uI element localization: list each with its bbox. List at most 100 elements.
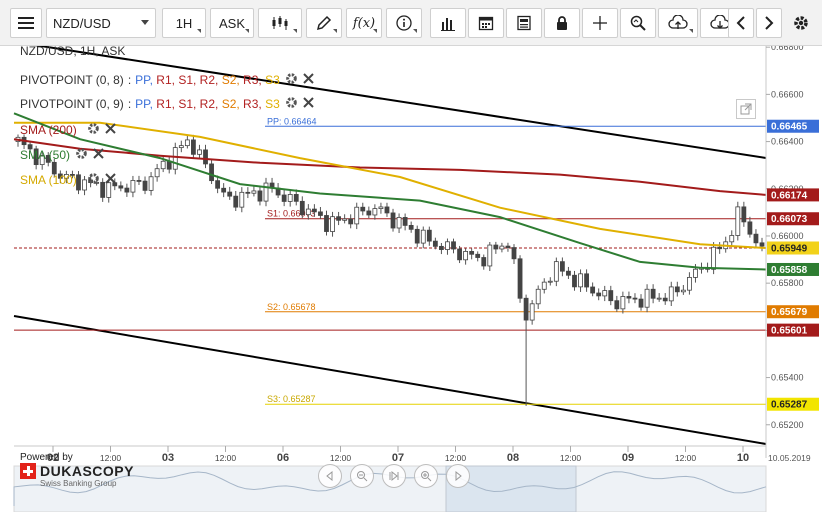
- nav-forward-button[interactable]: [446, 464, 470, 488]
- candle-body: [559, 261, 565, 272]
- price-badge-label: 0.65287: [771, 400, 808, 411]
- legend-sma200: SMA (200): [20, 122, 116, 138]
- candle-body: [451, 241, 456, 250]
- close-icon[interactable]: [303, 73, 314, 87]
- gear-icon[interactable]: [87, 122, 100, 138]
- candle-body: [342, 218, 348, 221]
- candle-body: [529, 303, 535, 321]
- swiss-flag-icon: [20, 463, 36, 479]
- news-icon: [517, 15, 531, 31]
- legend-part-r1: R1,: [156, 97, 179, 111]
- candle-body: [578, 273, 583, 288]
- candle-body: [693, 268, 698, 278]
- legend-pivot2: PIVOTPOINT (0, 9) : PP, R1, S1, R2, S2, …: [20, 96, 314, 112]
- time-tick-label: 12:00: [215, 453, 237, 463]
- candle-body: [523, 297, 529, 321]
- settings-button[interactable]: [786, 8, 816, 38]
- candle-body: [457, 248, 462, 261]
- menu-button[interactable]: [10, 8, 42, 38]
- candle-body: [717, 246, 723, 250]
- triangle-left-icon: [326, 471, 333, 481]
- nav-zoom-in-button[interactable]: [414, 464, 438, 488]
- gear-icon[interactable]: [75, 147, 88, 163]
- candle-body: [245, 191, 251, 194]
- candle-body: [142, 180, 148, 191]
- gear-icon[interactable]: [285, 72, 298, 88]
- zoom-button[interactable]: [620, 8, 656, 38]
- chart-area[interactable]: PP: 0.66464 S1: 0.66073 S2: 0.65678 S3: 0.6…: [0, 44, 822, 512]
- upload-cloud-icon: [668, 15, 688, 29]
- candle-body: [197, 149, 202, 155]
- candle-body: [106, 182, 112, 198]
- candle-body: [239, 191, 245, 208]
- triangle-right-icon: [455, 471, 462, 481]
- nav-back-button[interactable]: [318, 464, 342, 488]
- gear-icon[interactable]: [285, 96, 298, 112]
- dropdown-corner-icon: [689, 29, 693, 33]
- indicators-button[interactable]: f(x): [346, 8, 382, 38]
- chart-nav-controls: [318, 464, 478, 488]
- candle-body: [63, 174, 69, 179]
- price-chart[interactable]: PP: 0.66464 S1: 0.66073 S2: 0.65678 S3: 0.6…: [0, 46, 822, 512]
- candle-body: [100, 181, 106, 198]
- timeframe-label: 1H: [175, 15, 193, 31]
- menu-icon: [18, 17, 34, 29]
- price-badge: [767, 241, 819, 255]
- brand-name: DUKASCOPY: [40, 463, 134, 479]
- lock-button[interactable]: [544, 8, 580, 38]
- candle-body: [76, 174, 81, 191]
- price-badge: [767, 119, 819, 133]
- scroll-left-button[interactable]: [728, 8, 754, 38]
- close-icon[interactable]: [303, 97, 314, 111]
- candle-body: [130, 180, 136, 193]
- legend-sma100-label: SMA (100): [20, 173, 77, 187]
- price-badge: [767, 305, 819, 319]
- candle-body: [354, 206, 360, 225]
- candle-body: [172, 147, 178, 170]
- candle-body: [27, 144, 33, 150]
- close-icon[interactable]: [104, 173, 116, 187]
- time-tick-label: 12:00: [560, 453, 582, 463]
- candle-body: [602, 290, 608, 297]
- chevron-right-icon: [765, 16, 774, 30]
- symbol-label: NZD/USD: [53, 15, 111, 31]
- candle-body: [614, 300, 620, 310]
- price-badge: [767, 212, 819, 226]
- price-side-button[interactable]: ASK: [210, 8, 254, 38]
- candle-body: [674, 286, 680, 293]
- candle-body: [632, 297, 638, 300]
- legend-part-s2: S2,: [221, 73, 244, 87]
- bar-chart-button[interactable]: [430, 8, 466, 38]
- close-icon[interactable]: [104, 123, 116, 137]
- info-icon: [396, 15, 412, 31]
- gear-icon[interactable]: [87, 172, 100, 188]
- candle-body: [469, 251, 475, 255]
- legend-part-s3: S3: [265, 97, 280, 111]
- chart-type-button[interactable]: [258, 8, 302, 38]
- crosshair-button[interactable]: [582, 8, 618, 38]
- candle-body: [414, 228, 420, 244]
- candle-body: [136, 180, 142, 182]
- calendar-button[interactable]: [468, 8, 504, 38]
- candle-body: [547, 280, 553, 283]
- nav-reset-button[interactable]: [382, 464, 406, 488]
- close-icon[interactable]: [93, 148, 104, 162]
- candle-body: [366, 210, 372, 216]
- powered-by-text: Powered by: [20, 452, 73, 463]
- upload-button[interactable]: [658, 8, 698, 38]
- pivot-level-label: S1: 0.66073: [267, 209, 316, 219]
- candle-body: [644, 288, 650, 308]
- news-button[interactable]: [506, 8, 542, 38]
- legend-part-s1: S1,: [178, 97, 200, 111]
- popout-button[interactable]: [736, 99, 756, 119]
- scroll-right-button[interactable]: [756, 8, 782, 38]
- timeframe-button[interactable]: 1H: [162, 8, 206, 38]
- price-badge: [767, 397, 819, 411]
- zoom-out-icon: [357, 471, 368, 482]
- candle-body: [572, 274, 577, 288]
- nav-zoom-out-button[interactable]: [350, 464, 374, 488]
- symbol-select[interactable]: NZD/USD: [46, 8, 156, 38]
- info-button[interactable]: [386, 8, 422, 38]
- candle-body: [590, 286, 596, 294]
- draw-button[interactable]: [306, 8, 342, 38]
